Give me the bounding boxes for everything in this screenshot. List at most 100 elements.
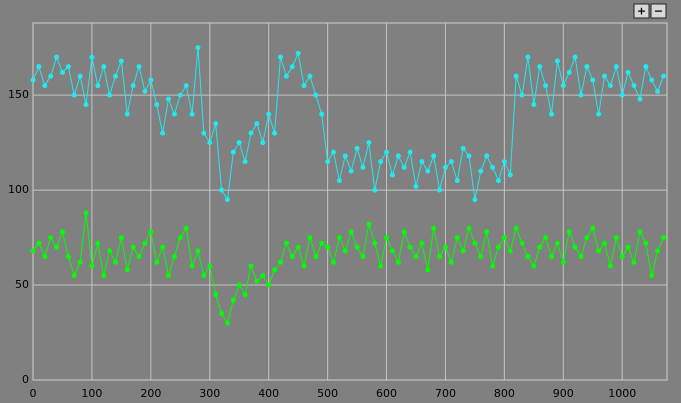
data-point — [277, 54, 283, 60]
data-point — [607, 263, 613, 269]
data-point — [431, 225, 437, 231]
data-point — [660, 73, 666, 79]
data-point — [166, 273, 172, 279]
data-point — [590, 77, 596, 83]
data-point — [230, 149, 236, 155]
data-point — [154, 259, 160, 265]
x-tick-label: 900 — [553, 387, 574, 400]
data-point — [236, 282, 242, 288]
data-point — [637, 96, 643, 102]
data-point — [272, 267, 278, 273]
data-point — [549, 111, 555, 117]
data-point — [177, 92, 183, 98]
data-point — [519, 240, 525, 246]
data-point — [525, 54, 531, 60]
data-point — [101, 273, 107, 279]
series-line — [32, 47, 664, 202]
data-point — [71, 273, 77, 279]
data-point — [342, 153, 348, 159]
data-point — [495, 178, 501, 184]
x-tick-label: 300 — [199, 387, 220, 400]
data-point — [154, 102, 160, 108]
data-point — [631, 259, 637, 265]
data-point — [525, 254, 531, 260]
y-tick-label: 150 — [8, 88, 29, 101]
data-point — [454, 235, 460, 241]
data-point — [307, 235, 313, 241]
data-point — [30, 248, 36, 254]
data-point — [189, 263, 195, 269]
data-point — [378, 159, 384, 165]
data-point — [59, 69, 65, 75]
data-point — [584, 64, 590, 70]
data-point — [107, 92, 113, 98]
data-point — [513, 73, 519, 79]
data-point — [236, 140, 242, 146]
data-point — [655, 248, 661, 254]
data-point — [130, 83, 136, 89]
data-point — [660, 235, 666, 241]
data-point — [112, 73, 118, 79]
data-point — [48, 235, 54, 241]
data-point — [242, 292, 248, 298]
data-point — [501, 235, 507, 241]
data-point — [171, 254, 177, 260]
data-point — [89, 263, 95, 269]
data-point — [460, 145, 466, 151]
data-point — [372, 187, 378, 193]
data-point — [501, 159, 507, 165]
data-point — [224, 197, 230, 203]
data-point — [331, 149, 337, 155]
data-point — [301, 263, 307, 269]
data-point — [649, 77, 655, 83]
data-point — [254, 121, 260, 127]
data-point — [537, 244, 543, 250]
data-point — [478, 168, 484, 174]
data-point — [484, 229, 490, 235]
data-point — [472, 240, 478, 246]
data-point — [625, 244, 631, 250]
data-point — [407, 149, 413, 155]
data-point — [395, 259, 401, 265]
data-point — [213, 121, 219, 127]
data-point — [201, 130, 207, 136]
data-point — [407, 244, 413, 250]
zoom-in-label[interactable]: + — [637, 5, 646, 18]
data-point — [572, 54, 578, 60]
data-point — [195, 45, 201, 51]
data-point — [289, 254, 295, 260]
data-point — [448, 259, 454, 265]
data-point — [578, 92, 584, 98]
x-tick-label: 100 — [81, 387, 102, 400]
x-tick-label: 600 — [376, 387, 397, 400]
zoom-in-button[interactable]: + — [633, 3, 650, 19]
data-point — [460, 248, 466, 254]
data-point — [95, 240, 101, 246]
data-point — [625, 69, 631, 75]
data-point — [148, 77, 154, 83]
data-point — [124, 111, 130, 117]
data-point — [437, 254, 443, 260]
data-point — [395, 153, 401, 159]
data-point — [466, 225, 472, 231]
zoom-out-label[interactable]: − — [654, 5, 663, 18]
data-point — [89, 54, 95, 60]
data-point — [437, 187, 443, 193]
data-point — [590, 225, 596, 231]
data-point — [360, 164, 366, 170]
zoom-out-button[interactable]: − — [650, 3, 667, 19]
data-point — [183, 225, 189, 231]
data-point — [207, 140, 213, 146]
y-tick-label: 100 — [8, 183, 29, 196]
data-point — [401, 164, 407, 170]
data-point — [560, 259, 566, 265]
data-point — [325, 159, 331, 165]
data-point — [619, 92, 625, 98]
data-point — [578, 254, 584, 260]
data-point — [478, 254, 484, 260]
data-point — [266, 111, 272, 117]
data-point — [283, 240, 289, 246]
data-point — [336, 235, 342, 241]
